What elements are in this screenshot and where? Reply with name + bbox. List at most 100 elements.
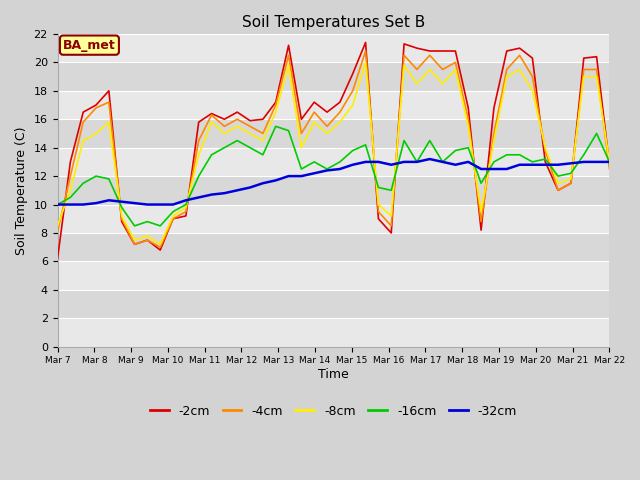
-32cm (272, 178, 280, 183)
-8cm (285, 62, 292, 68)
-2cm (465, 105, 472, 111)
-4cm (143, 237, 151, 243)
-2cm (605, 162, 613, 168)
-4cm (310, 109, 318, 115)
-16cm (554, 173, 562, 179)
-2cm (323, 109, 331, 115)
-32cm (195, 194, 202, 200)
-32cm (426, 156, 433, 162)
-8cm (503, 74, 511, 80)
-32cm (234, 188, 241, 193)
-32cm (310, 170, 318, 176)
-32cm (387, 162, 395, 168)
-2cm (118, 219, 125, 225)
-4cm (131, 241, 138, 247)
-4cm (221, 123, 228, 129)
-16cm (182, 202, 189, 207)
-8cm (182, 204, 189, 210)
-8cm (400, 62, 408, 68)
-32cm (298, 173, 305, 179)
-32cm (567, 160, 575, 166)
-8cm (452, 67, 460, 72)
-8cm (374, 202, 382, 207)
-8cm (298, 145, 305, 151)
-2cm (567, 180, 575, 186)
Bar (58, 34, 609, 62)
-8cm (605, 159, 613, 165)
-2cm (208, 111, 216, 117)
-4cm (169, 216, 177, 222)
-4cm (567, 180, 575, 186)
-2cm (362, 39, 369, 45)
-32cm (541, 162, 549, 168)
-4cm (541, 148, 549, 154)
-2cm (490, 105, 498, 111)
-8cm (118, 213, 125, 219)
-32cm (182, 197, 189, 203)
-8cm (529, 88, 536, 94)
-32cm (246, 185, 254, 191)
Y-axis label: Soil Temperature (C): Soil Temperature (C) (15, 126, 28, 254)
-4cm (54, 228, 61, 234)
-16cm (67, 194, 74, 200)
Bar (58, 176, 609, 204)
-8cm (477, 209, 485, 215)
-32cm (67, 202, 74, 207)
-8cm (169, 213, 177, 219)
-32cm (400, 159, 408, 165)
-32cm (169, 202, 177, 207)
-2cm (387, 230, 395, 236)
-2cm (54, 256, 61, 262)
-16cm (580, 152, 588, 157)
-4cm (465, 116, 472, 122)
-32cm (323, 168, 331, 173)
-2cm (310, 99, 318, 105)
Line: -16cm: -16cm (58, 126, 609, 226)
-4cm (362, 48, 369, 54)
-4cm (234, 116, 241, 122)
-4cm (272, 102, 280, 108)
-4cm (285, 52, 292, 58)
-4cm (67, 173, 74, 179)
-4cm (400, 52, 408, 58)
-16cm (131, 223, 138, 229)
-8cm (195, 152, 202, 157)
-16cm (105, 176, 113, 182)
-2cm (195, 119, 202, 125)
-2cm (272, 99, 280, 105)
Bar (58, 119, 609, 148)
-16cm (439, 159, 447, 165)
-16cm (234, 138, 241, 144)
-32cm (516, 162, 524, 168)
-32cm (477, 166, 485, 172)
-2cm (477, 227, 485, 233)
-16cm (413, 159, 420, 165)
-16cm (567, 170, 575, 176)
-4cm (195, 138, 202, 144)
-2cm (452, 48, 460, 54)
-16cm (387, 188, 395, 193)
-8cm (516, 67, 524, 72)
-16cm (541, 156, 549, 162)
-4cm (79, 119, 87, 125)
-2cm (221, 116, 228, 122)
-32cm (465, 159, 472, 165)
-16cm (503, 152, 511, 157)
-4cm (208, 112, 216, 118)
-8cm (387, 213, 395, 219)
-16cm (465, 145, 472, 151)
-4cm (336, 109, 344, 115)
-4cm (580, 67, 588, 72)
-2cm (105, 88, 113, 94)
X-axis label: Time: Time (318, 368, 349, 381)
Line: -4cm: -4cm (58, 51, 609, 247)
-4cm (323, 123, 331, 129)
Text: BA_met: BA_met (63, 38, 116, 52)
-16cm (374, 185, 382, 191)
-8cm (439, 81, 447, 86)
-4cm (246, 123, 254, 129)
-8cm (490, 138, 498, 144)
-2cm (131, 241, 138, 247)
-2cm (439, 48, 447, 54)
-32cm (593, 159, 600, 165)
